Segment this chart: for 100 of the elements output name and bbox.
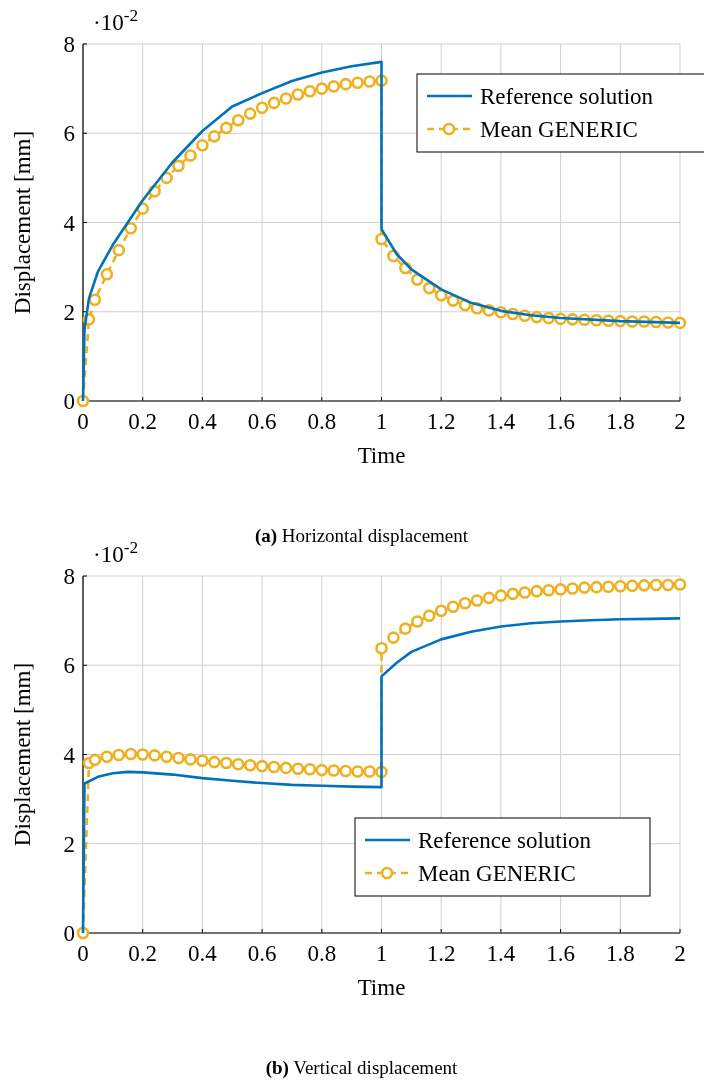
point <box>184 753 197 766</box>
point <box>434 604 448 618</box>
point <box>446 294 460 307</box>
point <box>590 580 603 594</box>
legend-label: Mean GENERIC <box>480 117 638 142</box>
point <box>482 591 496 605</box>
y-tick-label: 6 <box>63 653 75 679</box>
x-axis-title: Time <box>357 975 406 1000</box>
point <box>578 581 591 594</box>
point <box>160 750 173 764</box>
y-tick-label: 6 <box>63 121 75 147</box>
point <box>625 579 639 593</box>
point <box>88 753 102 767</box>
point <box>291 762 305 776</box>
point <box>303 85 317 98</box>
point <box>411 273 424 286</box>
y-tick-label: 2 <box>63 299 75 325</box>
point <box>219 121 233 135</box>
point <box>231 114 245 127</box>
legend-label: Reference solution <box>418 828 592 853</box>
x-tick-label: 0.8 <box>307 941 337 966</box>
x-tick-label: 1.2 <box>426 941 456 966</box>
point <box>208 130 221 143</box>
y-tick-label: 8 <box>63 32 75 57</box>
x-tick-label: 2 <box>674 941 686 966</box>
point <box>494 589 508 602</box>
y-tick-label: 4 <box>63 210 76 236</box>
point <box>649 578 663 592</box>
legend-label: Mean GENERIC <box>418 861 576 886</box>
point <box>387 631 400 644</box>
x-tick-label: 0.4 <box>188 409 218 434</box>
y-tick-label: 4 <box>63 742 76 768</box>
point <box>112 243 126 257</box>
point <box>566 582 579 595</box>
y-tick-label: 2 <box>63 831 75 857</box>
point <box>327 764 341 777</box>
point <box>303 762 317 776</box>
x-tick-label: 1.8 <box>605 409 635 434</box>
point <box>446 600 460 614</box>
point <box>279 761 293 775</box>
x-tick-label: 1.8 <box>605 941 635 966</box>
y-tick-label: 0 <box>63 389 75 414</box>
point <box>219 756 233 770</box>
point <box>422 609 436 623</box>
point <box>124 747 138 761</box>
point <box>542 583 555 597</box>
point <box>267 96 281 110</box>
legend-label: Reference solution <box>480 84 654 109</box>
point <box>458 596 472 610</box>
point <box>315 82 329 95</box>
point <box>554 583 567 596</box>
point <box>112 748 126 762</box>
x-tick-label: 1 <box>375 941 388 966</box>
x-tick-label: 0.2 <box>128 941 158 966</box>
point <box>327 80 341 93</box>
x-tick-label: 0.4 <box>188 941 218 966</box>
point <box>231 758 245 771</box>
x-tick-label: 1.4 <box>486 941 516 966</box>
x-tick-label: 1.6 <box>546 409 575 434</box>
point <box>267 760 281 774</box>
point <box>375 641 388 655</box>
x-tick-label: 2 <box>674 409 686 434</box>
point <box>518 586 532 599</box>
y-tick-label: 0 <box>63 921 75 946</box>
x-tick-label: 1.2 <box>426 409 456 434</box>
x-tick-label: 0.8 <box>307 409 337 434</box>
y-axis-title: Displacement [mm] <box>10 662 35 847</box>
point <box>279 92 293 105</box>
point <box>243 758 257 772</box>
x-tick-label: 1.4 <box>486 409 516 434</box>
point <box>172 159 185 173</box>
point <box>351 76 364 90</box>
text: ·10$^{-2}$ <box>93 537 139 567</box>
point <box>637 579 651 592</box>
point <box>243 107 257 120</box>
point <box>399 622 412 635</box>
point <box>661 578 675 592</box>
point <box>196 754 209 768</box>
point <box>315 763 329 777</box>
point <box>208 755 221 769</box>
point <box>422 281 436 295</box>
point <box>196 139 209 152</box>
point <box>363 765 376 778</box>
x-axis-title: Time <box>357 443 406 468</box>
y-tick-label: 8 <box>63 564 75 589</box>
y-axis-title: Displacement [mm] <box>10 130 35 315</box>
point <box>184 149 197 162</box>
text: (b) Vertical displacement <box>265 1057 459 1079</box>
x-tick-label: 0.6 <box>247 409 277 434</box>
point <box>100 267 114 281</box>
point <box>614 579 627 593</box>
point <box>255 759 269 773</box>
point <box>673 578 687 591</box>
point <box>172 751 185 765</box>
point <box>470 594 484 607</box>
point <box>506 587 520 601</box>
text: ·10$^{-2}$ <box>93 5 139 35</box>
point <box>602 580 615 594</box>
point <box>530 584 544 598</box>
x-tick-label: 0.6 <box>247 941 277 966</box>
